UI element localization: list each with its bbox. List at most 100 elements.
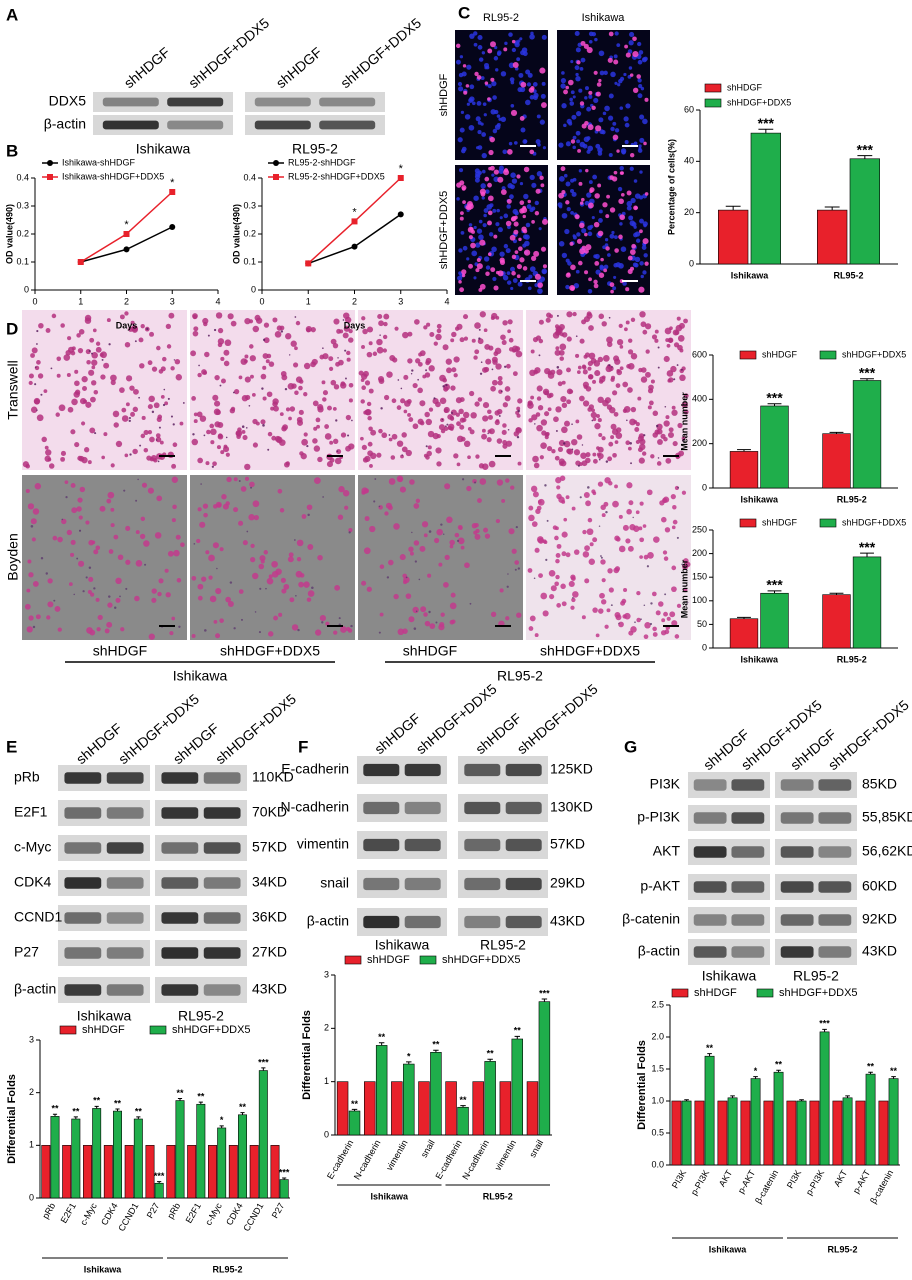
cell <box>364 380 371 386</box>
cell <box>89 629 96 636</box>
cell <box>378 505 381 508</box>
cell <box>509 194 514 200</box>
point <box>169 189 176 195</box>
blot-band <box>818 881 852 893</box>
error-bar <box>282 1177 287 1180</box>
cell <box>529 34 535 40</box>
cell <box>681 563 684 566</box>
cell <box>584 545 590 552</box>
cell <box>600 257 604 262</box>
cell <box>450 409 457 416</box>
cell <box>563 440 571 448</box>
cell <box>456 462 461 467</box>
cell <box>288 354 291 356</box>
cell <box>214 400 221 407</box>
cell <box>445 425 447 427</box>
cell <box>415 498 421 503</box>
cell <box>167 451 174 459</box>
cell <box>370 429 377 436</box>
cell <box>637 447 643 453</box>
micrograph <box>358 310 523 470</box>
cell <box>571 191 577 197</box>
cell <box>206 429 211 435</box>
cell <box>497 50 502 56</box>
cell <box>556 543 562 549</box>
cell <box>217 433 224 440</box>
cell <box>632 262 638 268</box>
cell <box>361 385 366 391</box>
cell <box>603 70 608 76</box>
cell <box>212 394 219 401</box>
cell <box>262 353 269 359</box>
cell <box>579 101 585 106</box>
cell <box>580 197 585 202</box>
cell <box>27 503 35 510</box>
cell <box>481 433 488 440</box>
cell <box>385 502 392 509</box>
cell <box>461 273 466 278</box>
cell <box>434 537 440 544</box>
point <box>351 218 358 225</box>
cell <box>344 349 347 352</box>
cell <box>663 420 670 427</box>
cell <box>412 423 419 430</box>
cell <box>474 173 481 180</box>
cell <box>492 359 498 365</box>
cell <box>44 445 49 450</box>
cell <box>378 631 381 634</box>
annotation: *** <box>539 988 550 998</box>
y-tick-label: 200 <box>692 438 707 448</box>
cell <box>572 311 577 317</box>
cell <box>548 314 553 319</box>
cell <box>618 622 620 625</box>
cell <box>648 400 654 406</box>
cell <box>202 317 209 325</box>
cell <box>288 552 294 558</box>
cell <box>392 357 398 363</box>
cell <box>479 478 487 485</box>
cell <box>425 445 428 448</box>
cell <box>133 388 139 395</box>
error-bar <box>514 1035 520 1039</box>
cell <box>408 546 414 552</box>
annotation: *** <box>279 1167 290 1177</box>
cell <box>215 633 221 639</box>
cell <box>259 555 266 562</box>
cell <box>306 504 313 511</box>
cell <box>199 415 207 422</box>
cell <box>63 354 71 361</box>
cell <box>468 235 473 240</box>
cell <box>665 415 670 420</box>
cell <box>639 537 645 543</box>
cell <box>565 141 571 147</box>
cell <box>449 602 457 610</box>
blot-row-label: β-actin <box>307 913 349 929</box>
cell <box>57 536 63 543</box>
cell <box>534 283 539 288</box>
cell <box>348 382 354 388</box>
cell <box>530 485 538 493</box>
cell <box>70 483 76 488</box>
blot-row-label: β-actin <box>44 116 86 132</box>
cell <box>324 424 330 429</box>
cell <box>534 633 539 638</box>
cell <box>494 419 500 426</box>
lane-label: shHDGF+DDX5 <box>514 680 601 757</box>
cell <box>468 223 473 227</box>
cell <box>555 406 562 413</box>
cell <box>672 519 678 525</box>
bar <box>852 556 882 649</box>
cell <box>303 391 308 397</box>
annotation: *** <box>766 389 783 405</box>
cell <box>502 275 509 281</box>
cell <box>209 423 215 429</box>
cell <box>634 621 636 624</box>
cell <box>593 360 601 367</box>
cell <box>615 536 621 542</box>
cell <box>36 329 39 333</box>
blot-band <box>203 877 241 889</box>
cell <box>165 323 172 330</box>
cell <box>466 485 472 492</box>
cell <box>579 496 582 499</box>
blot-band <box>780 881 814 893</box>
